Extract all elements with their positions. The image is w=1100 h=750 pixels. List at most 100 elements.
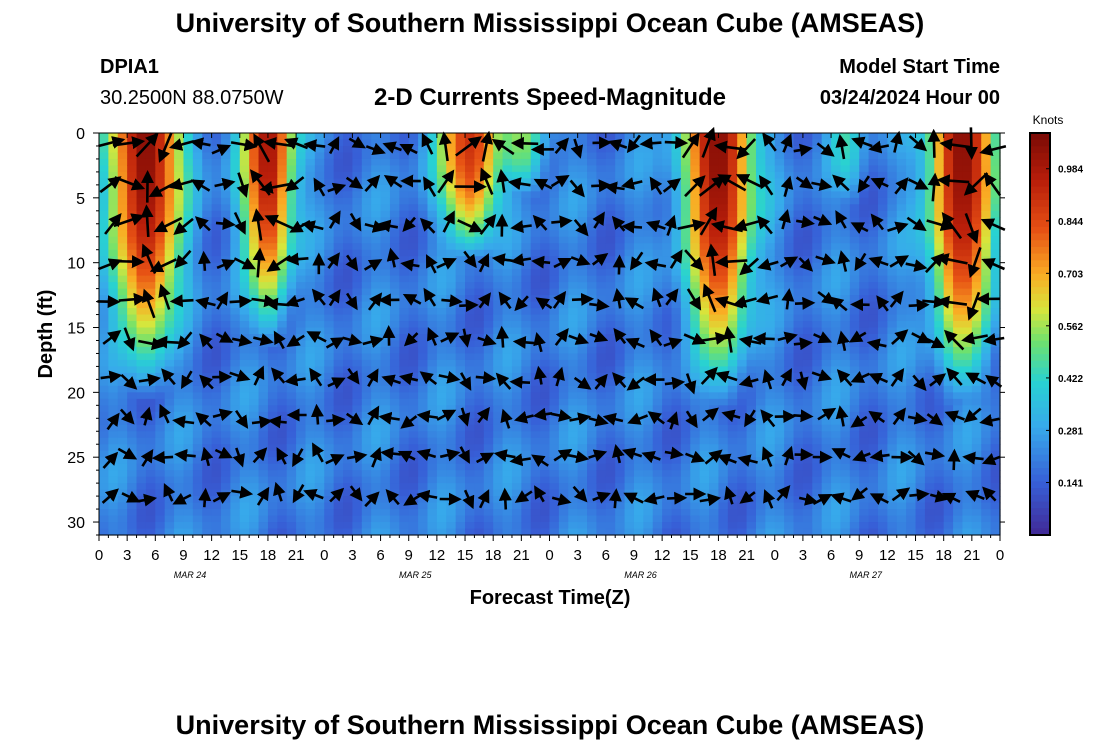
heatmap-cell (568, 405, 579, 413)
heatmap-cell (465, 321, 476, 329)
heatmap-cell (793, 431, 804, 439)
heatmap-cell (596, 262, 607, 270)
heatmap-cell (305, 340, 316, 348)
heatmap-cell (699, 236, 710, 244)
heatmap-cell (361, 327, 372, 335)
heatmap-cell (446, 444, 457, 452)
heatmap-cell (643, 230, 654, 238)
heatmap-cell (633, 509, 644, 517)
heatmap-cell (483, 470, 494, 478)
heatmap-cell (117, 249, 128, 257)
heatmap-cell (136, 282, 147, 290)
heatmap-cell (662, 424, 673, 432)
heatmap-cell (765, 191, 776, 199)
heatmap-cell (699, 133, 710, 141)
heatmap-cell (840, 171, 851, 179)
heatmap-cell (211, 243, 222, 251)
heatmap-cell (474, 398, 485, 406)
heatmap-cell (239, 431, 250, 439)
heatmap-cell (239, 210, 250, 218)
heatmap-cell (324, 249, 335, 257)
heatmap-cell (277, 308, 288, 316)
heatmap-cell (314, 308, 325, 316)
heatmap-cell (558, 528, 569, 536)
heatmap-cell (258, 282, 269, 290)
heatmap-cell (737, 346, 748, 355)
heatmap-cell (343, 515, 354, 523)
heatmap-cell (145, 223, 156, 231)
heatmap-cell (136, 411, 147, 419)
heatmap-cell (267, 204, 278, 212)
heatmap-cell (145, 431, 156, 439)
heatmap-cell (652, 236, 663, 244)
heatmap-cell (127, 353, 138, 361)
heatmap-cell (389, 476, 400, 484)
heatmap-cell (840, 431, 851, 439)
heatmap-cell (793, 509, 804, 517)
heatmap-cell (737, 243, 748, 251)
heatmap-cell (662, 411, 673, 419)
heatmap-cell (577, 327, 588, 335)
heatmap-cell (408, 372, 419, 380)
heatmap-cell (221, 139, 231, 147)
heatmap-cell (136, 334, 147, 342)
heatmap-cell (249, 489, 260, 497)
heatmap-cell (690, 509, 701, 517)
heatmap-cell (446, 418, 457, 426)
heatmap-cell (831, 275, 842, 283)
heatmap-cell (249, 392, 260, 400)
heatmap-cell (812, 269, 823, 277)
heatmap-cell (540, 230, 551, 238)
heatmap-cell (380, 249, 391, 257)
heatmap-cell (174, 528, 185, 536)
heatmap-cell (399, 470, 410, 478)
heatmap-cell (230, 463, 241, 471)
heatmap-cell (380, 522, 391, 530)
heatmap-cell (286, 476, 297, 484)
heatmap-cell (605, 158, 616, 167)
heatmap-cell (755, 424, 766, 432)
heatmap-cell (324, 385, 335, 393)
heatmap-cell (774, 418, 785, 426)
heatmap-cell (408, 197, 419, 205)
heatmap-cell (155, 424, 166, 432)
heatmap-cell (727, 236, 738, 244)
heatmap-cell (746, 301, 757, 309)
heatmap-cell (202, 314, 213, 322)
heatmap-cell (812, 158, 823, 167)
heatmap-cell (465, 522, 476, 530)
heatmap-cell (380, 502, 391, 510)
heatmap-cell (211, 133, 222, 141)
heatmap-cell (221, 366, 231, 374)
heatmap-cell (493, 405, 504, 413)
heatmap-cell (755, 269, 766, 277)
heatmap-cell (408, 424, 419, 432)
heatmap-cell (183, 165, 194, 173)
heatmap-cell (333, 346, 344, 355)
heatmap-cell (221, 528, 231, 536)
heatmap-cell (521, 217, 532, 225)
heatmap-cell (418, 256, 429, 264)
heatmap-cell (474, 158, 485, 167)
heatmap-cell (615, 366, 626, 374)
heatmap-cell (267, 502, 278, 510)
heatmap-cell (211, 483, 222, 491)
heatmap-cell (587, 158, 598, 167)
heatmap-cell (774, 282, 785, 290)
heatmap-cell (605, 392, 616, 400)
heatmap-cell (690, 424, 701, 432)
heatmap-cell (793, 314, 804, 322)
heatmap-cell (662, 282, 673, 290)
heatmap-cell (840, 210, 851, 218)
heatmap-cell (455, 223, 466, 231)
heatmap-cell (249, 282, 260, 290)
heatmap-cell (587, 502, 598, 510)
heatmap-cell (483, 236, 494, 244)
heatmap-cell (765, 346, 776, 355)
heatmap-cell (821, 204, 832, 212)
heatmap-cell (483, 379, 494, 387)
heatmap-cell (164, 379, 175, 387)
heatmap-cell (605, 171, 616, 179)
heatmap-cell (605, 431, 616, 439)
heatmap-cell (380, 288, 391, 296)
